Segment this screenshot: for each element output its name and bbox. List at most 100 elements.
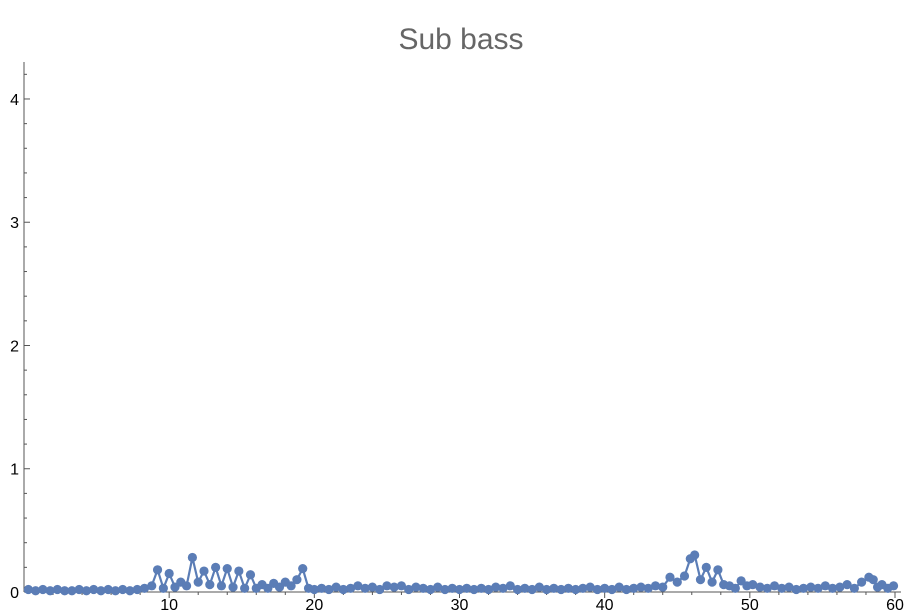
data-point (888, 581, 899, 591)
data-point (813, 583, 823, 593)
data-point (857, 577, 867, 587)
data-point (52, 584, 62, 595)
data-point (520, 583, 530, 593)
y-tick-label: 1 (10, 462, 19, 479)
data-point (777, 583, 787, 593)
data-point (433, 582, 443, 592)
data-point (820, 581, 830, 591)
data-point (286, 581, 296, 591)
data-point (367, 582, 377, 592)
data-point (592, 584, 603, 595)
data-point (45, 586, 55, 596)
data-point (527, 584, 537, 595)
data-point (614, 582, 624, 592)
data-point (222, 563, 232, 574)
data-point (139, 583, 150, 593)
data-point (643, 583, 653, 593)
x-tick-label: 20 (305, 597, 323, 613)
data-point (164, 568, 174, 579)
data-point (607, 584, 617, 595)
data-point (549, 583, 559, 593)
data-point (389, 582, 399, 592)
data-point (713, 565, 723, 575)
data-point (835, 582, 845, 592)
data-point (447, 583, 457, 593)
data-point (707, 577, 717, 587)
data-point (868, 575, 878, 585)
data-point (762, 583, 772, 593)
data-point (110, 586, 121, 596)
data-point (31, 586, 41, 596)
data-point (827, 583, 838, 593)
chart-title: Sub bass (398, 23, 523, 56)
data-point (505, 581, 515, 591)
y-tick-label: 4 (10, 92, 19, 109)
data-point (103, 584, 113, 595)
data-point (353, 581, 363, 591)
data-point (672, 577, 682, 587)
data-point (563, 583, 573, 593)
data-point (512, 584, 523, 595)
data-point (425, 584, 436, 595)
y-tick-label: 0 (10, 585, 19, 602)
data-point (440, 584, 450, 595)
data-point (228, 582, 238, 592)
data-point (701, 562, 711, 572)
data-point (534, 582, 544, 592)
x-tick-label: 30 (451, 597, 469, 613)
data-point (81, 586, 92, 596)
data-point (338, 584, 348, 595)
data-point (798, 583, 809, 593)
data-point (324, 584, 334, 595)
data-point (181, 581, 192, 591)
data-point (346, 583, 356, 593)
data-point (316, 583, 327, 593)
x-tick-label: 10 (160, 597, 178, 613)
data-point (309, 584, 319, 595)
data-point (298, 563, 308, 574)
data-point (187, 552, 197, 563)
data-point (205, 580, 215, 590)
data-point (60, 586, 70, 596)
y-tick-label: 3 (10, 215, 19, 232)
data-point (96, 586, 106, 596)
data-point (755, 582, 765, 592)
data-point (784, 582, 794, 592)
data-point (454, 584, 465, 595)
data-point (382, 581, 392, 591)
data-point (23, 584, 33, 595)
data-point (621, 584, 632, 595)
data-point (650, 581, 661, 591)
data-point (469, 584, 479, 595)
data-point (498, 583, 508, 593)
data-point (665, 572, 675, 582)
data-point (216, 581, 227, 591)
data-point (331, 582, 341, 592)
data-point (695, 575, 706, 585)
data-point (245, 570, 256, 580)
data-point (118, 584, 128, 595)
data-point (411, 582, 421, 592)
data-point (842, 580, 852, 590)
x-tick-label: 40 (596, 597, 614, 613)
data-point (158, 583, 168, 593)
data-point (849, 583, 859, 593)
data-point (125, 586, 135, 596)
y-tick-label: 2 (10, 338, 19, 355)
data-point (679, 571, 690, 581)
data-point (629, 583, 639, 593)
data-point (132, 584, 142, 595)
data-point (193, 577, 203, 587)
data-point (74, 584, 84, 595)
x-tick-label: 50 (741, 597, 759, 613)
data-point (462, 583, 472, 593)
data-point (730, 583, 740, 593)
data-point (491, 582, 501, 592)
data-point (199, 566, 209, 576)
data-point (791, 584, 801, 595)
data-point (67, 586, 77, 596)
plot-area (23, 550, 899, 596)
data-point (240, 583, 250, 593)
data-point (152, 565, 163, 575)
